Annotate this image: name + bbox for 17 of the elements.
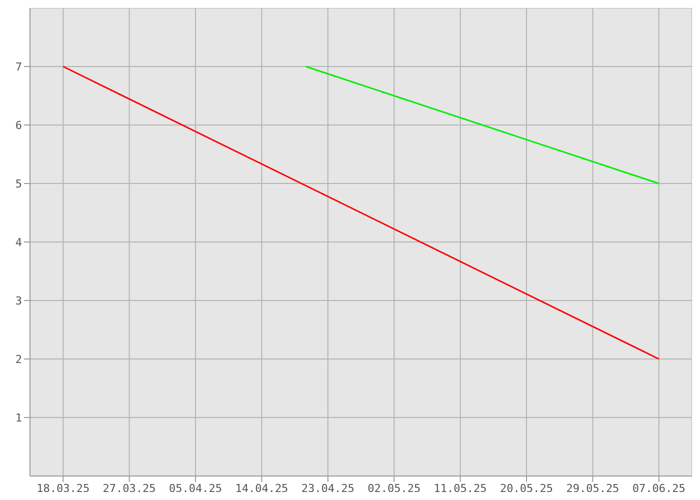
x-tick-label: 18.03.25	[36, 482, 90, 495]
y-tick-label: 6	[15, 118, 22, 132]
y-tick-label: 5	[15, 177, 22, 190]
x-tick-label: 11.05.25	[434, 482, 487, 495]
x-tick-label: 23.04.25	[301, 482, 354, 495]
x-tick-label: 14.04.25	[235, 482, 288, 495]
y-tick-label: 1	[15, 411, 22, 424]
y-tick-label: 7	[15, 60, 22, 74]
x-tick-label: 02.05.25	[368, 482, 421, 495]
x-tick-label: 07.06.25	[632, 482, 686, 495]
y-tick-label: 3	[15, 294, 22, 308]
x-tick-label: 05.04.25	[169, 482, 222, 495]
x-tick-label: 27.03.25	[102, 482, 156, 495]
y-tick-label: 4	[15, 236, 22, 249]
x-tick-label: 20.05.25	[500, 482, 553, 495]
y-tick-label: 2	[15, 352, 22, 366]
x-tick-label: 29.05.25	[566, 482, 620, 495]
